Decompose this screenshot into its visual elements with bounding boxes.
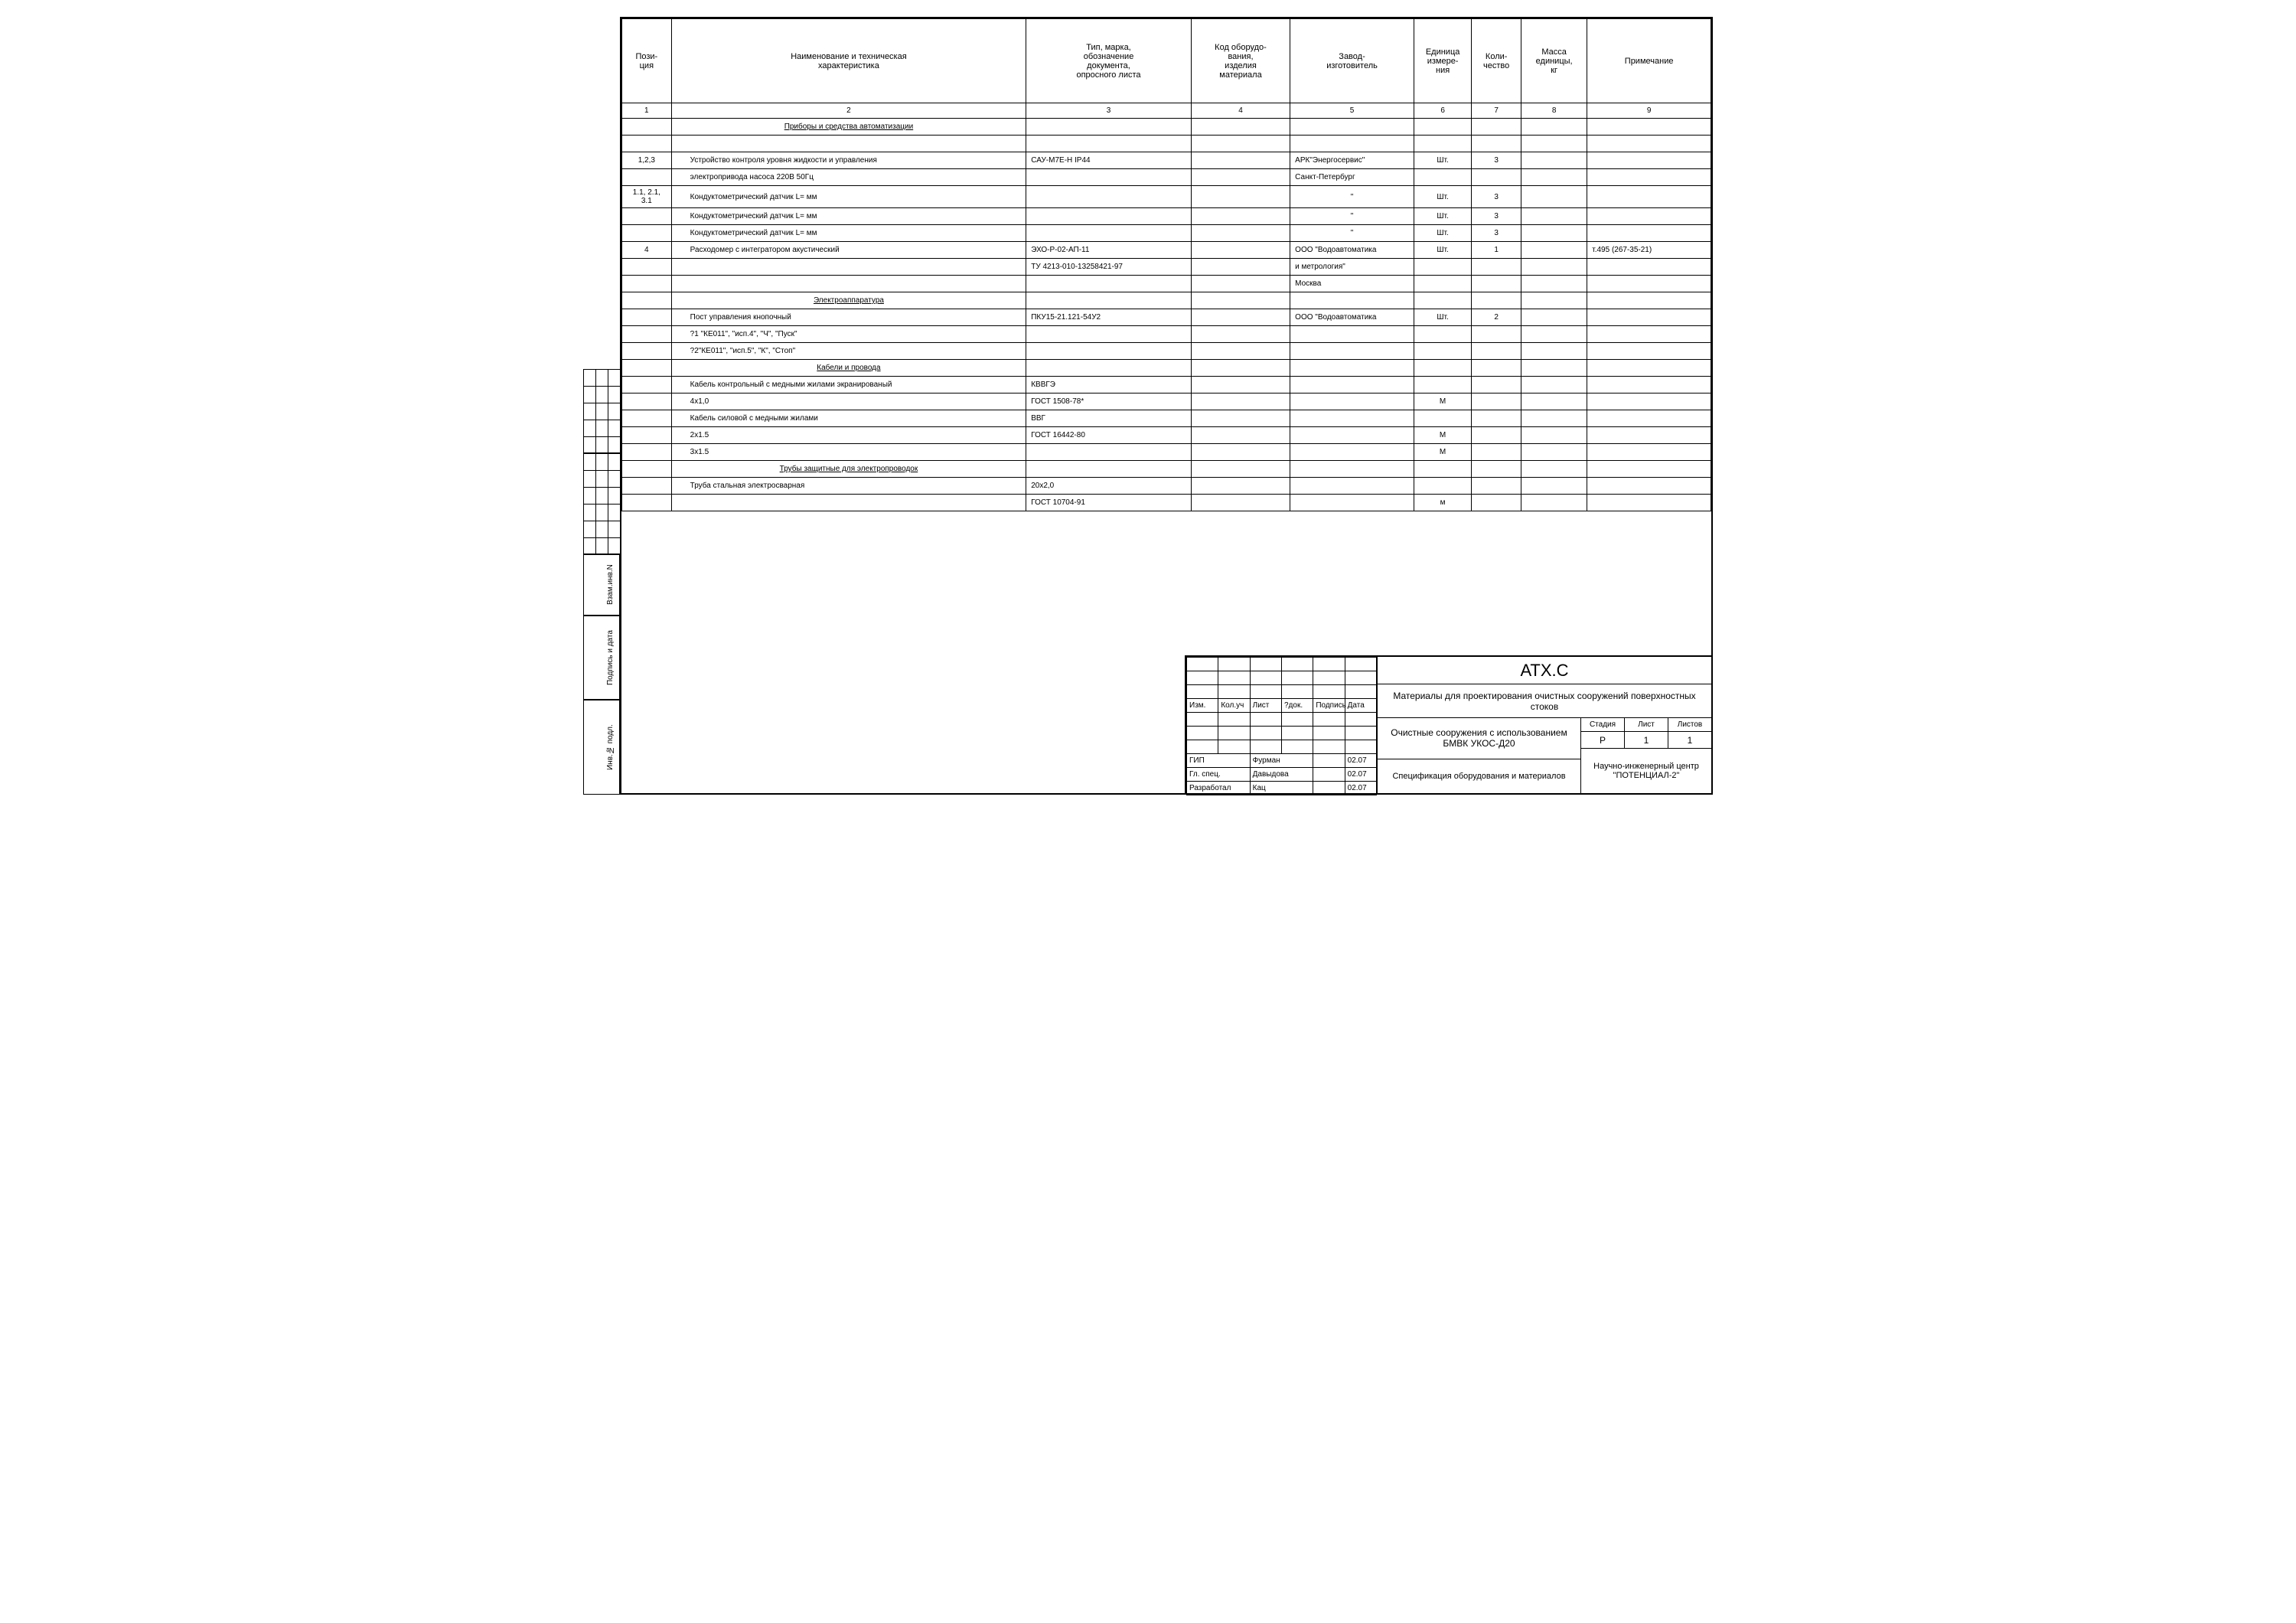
table-row: 3х1.5М [622, 444, 1711, 461]
table-row: Кабель силовой с медными жиламиВВГ [622, 410, 1711, 427]
side-strip: Взам.инв.N Подпись и дата Инв.№ подл. [583, 17, 620, 795]
header-qty: Коли-чество [1472, 19, 1521, 103]
column-numbers: 1 2 3 4 5 6 7 8 9 [622, 103, 1711, 119]
stage-value: Р [1581, 732, 1624, 748]
name-dev: Кац [1250, 782, 1313, 795]
date-dev: 02.07 [1345, 782, 1376, 795]
stage-header: Стадия [1581, 718, 1624, 732]
table-row: Пост управления кнопочныйПКУ15-21.121-54… [622, 309, 1711, 326]
rev-h-kol: Кол.уч [1218, 699, 1250, 713]
header-code: Код оборудо-вания,изделияматериала [1191, 19, 1290, 103]
table-row: Трубы защитные для электропроводок [622, 461, 1711, 478]
table-row: ТУ 4213-010-13258421-97и метрология" [622, 259, 1711, 276]
drawing-title: Материалы для проектирования очистных со… [1378, 684, 1711, 718]
table-row: Кондуктометрический датчик L= мм"Шт.3 [622, 225, 1711, 242]
rev-h-izm: Изм. [1187, 699, 1218, 713]
name-glspec: Давыдова [1250, 768, 1313, 782]
table-row: Труба стальная электросварная 20х2,0 [622, 478, 1711, 495]
spec-table: Пози-ция Наименование и техническаяхарак… [621, 18, 1711, 511]
sheets-header: Листов [1668, 718, 1711, 732]
rev-h-sign: Подпись [1313, 699, 1345, 713]
sheet-value: 1 [1625, 732, 1668, 748]
name-gip: Фурман [1250, 754, 1313, 768]
drawing-sheet: Взам.инв.N Подпись и дата Инв.№ подл. По… [574, 0, 1722, 812]
table-row: ГОСТ 10704-91м [622, 495, 1711, 511]
title-block-revisions: Изм. Кол.уч Лист ?док. Подпись Дата ГИП … [1186, 657, 1378, 793]
rev-h-list: Лист [1250, 699, 1281, 713]
table-row: Электроаппаратура [622, 292, 1711, 309]
header-mass: Массаединицы,кг [1521, 19, 1587, 103]
rev-h-date: Дата [1345, 699, 1376, 713]
date-gip: 02.07 [1345, 754, 1376, 768]
table-row: 4Расходомер с интегратором акустическийЭ… [622, 242, 1711, 259]
table-row: Кабели и провода [622, 360, 1711, 377]
table-row: Кабель контрольный с медными жилами экра… [622, 377, 1711, 394]
table-row: 2х1.5ГОСТ 16442-80М [622, 427, 1711, 444]
sheet-header: Лист [1625, 718, 1668, 732]
drawing-frame: Пози-ция Наименование и техническаяхарак… [620, 17, 1713, 795]
table-row: 1.1, 2.1, 3.1Кондуктометрический датчик … [622, 186, 1711, 208]
sheets-value: 1 [1668, 732, 1711, 748]
header-name: Наименование и техническаяхарактеристика [671, 19, 1026, 103]
table-row: Приборы и средства автоматизации [622, 119, 1711, 136]
drawing-spec: Спецификация оборудования и материалов [1378, 759, 1580, 793]
side-podpis-data: Подпись и дата [602, 616, 620, 700]
table-row: Москва [622, 276, 1711, 292]
header-pos: Пози-ция [622, 19, 672, 103]
table-row: 4х1,0ГОСТ 1508-78*М [622, 394, 1711, 410]
date-glspec: 02.07 [1345, 768, 1376, 782]
table-row [622, 136, 1711, 152]
rev-h-doc: ?док. [1281, 699, 1313, 713]
header-type: Тип, марка,обозначениедокумента,опросног… [1026, 19, 1192, 103]
table-row: электропривода насоса 220В 50ГцСанкт-Пет… [622, 169, 1711, 186]
table-row: Кондуктометрический датчик L= мм"Шт.3 [622, 208, 1711, 225]
table-body: Приборы и средства автоматизации 1,2,3Уст… [622, 119, 1711, 511]
header-mfr: Завод-изготовитель [1290, 19, 1414, 103]
role-dev: Разработал [1187, 782, 1251, 795]
title-block: Изм. Кол.уч Лист ?док. Подпись Дата ГИП … [1185, 655, 1711, 793]
table-row: ?1 "КЕ011", "исп.4", "Ч", "Пуск" [622, 326, 1711, 343]
drawing-code: АТХ.С [1378, 657, 1711, 684]
role-glspec: Гл. спец. [1187, 768, 1251, 782]
drawing-subtitle: Очистные сооружения с использованием БМВ… [1378, 718, 1580, 759]
side-vzam-inv: Взам.инв.N [602, 554, 620, 616]
role-gip: ГИП [1187, 754, 1251, 768]
table-header: Пози-ция Наименование и техническаяхарак… [622, 19, 1711, 119]
side-inv-podl: Инв.№ подл. [602, 700, 620, 795]
organization: Научно-инженерный центр "ПОТЕНЦИАЛ-2" [1581, 749, 1711, 793]
header-unit: Единицаизмере-ния [1414, 19, 1471, 103]
table-row: 1,2,3Устройство контроля уровня жидкости… [622, 152, 1711, 169]
header-note: Примечание [1587, 19, 1711, 103]
table-row: ?2"КЕ011", "исп.5", "К", "Стоп" [622, 343, 1711, 360]
